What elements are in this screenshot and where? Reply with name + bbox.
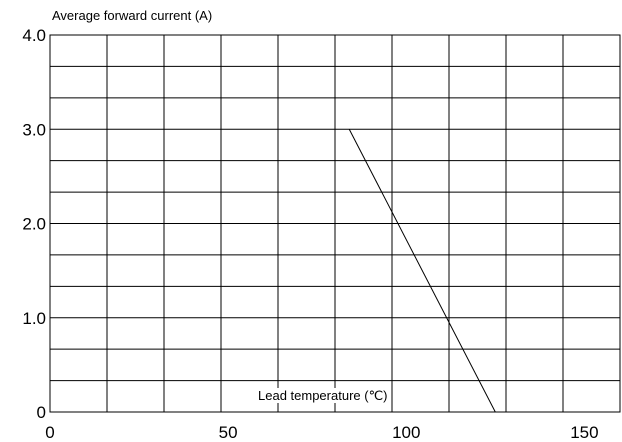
x-tick-label: 150	[570, 423, 598, 442]
series-layer	[348, 129, 496, 413]
grid	[49, 34, 621, 413]
x-tick-label: 100	[392, 423, 420, 442]
y-tick-label: 0	[37, 403, 46, 422]
x-axis-label-background	[256, 388, 390, 403]
tick-labels: 0 50 100 150 0 1.0 2.0 3.0 4.0	[22, 26, 598, 442]
y-tick-label: 3.0	[22, 120, 46, 139]
series-line	[348, 129, 496, 413]
y-tick-label: 2.0	[22, 215, 46, 234]
x-axis-label: Lead temperature (℃)	[258, 388, 388, 403]
y-tick-label: 4.0	[22, 26, 46, 45]
y-axis-label: Average forward current (A)	[52, 8, 212, 23]
x-tick-label: 0	[45, 423, 54, 442]
plot-frame	[49, 34, 621, 413]
y-tick-label: 1.0	[22, 309, 46, 328]
x-tick-label: 50	[219, 423, 238, 442]
